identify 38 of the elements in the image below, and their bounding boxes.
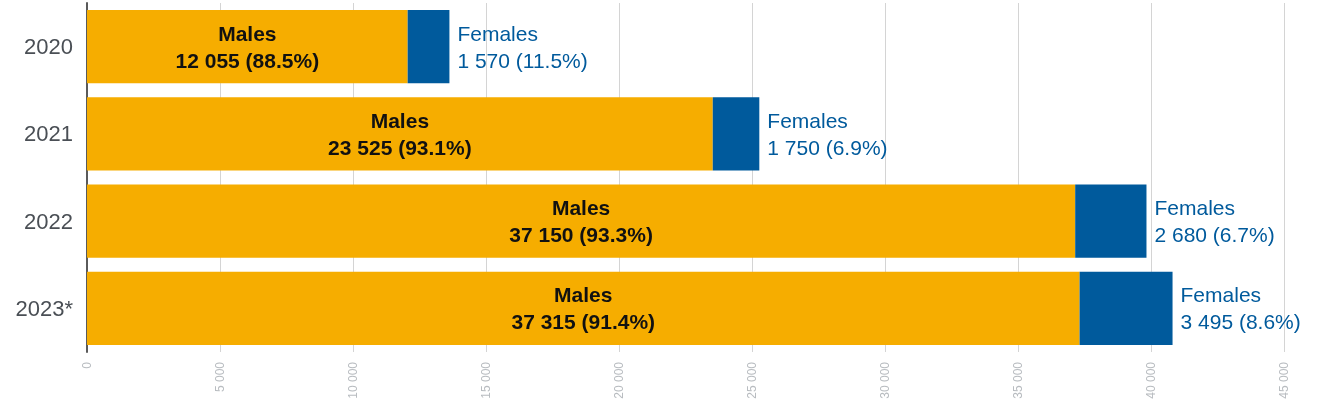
x-tick-label: 20 000 [612,361,626,399]
bar [87,184,1076,258]
bar [87,9,408,84]
text: Females [767,108,848,132]
x-tick-label: 40 000 [1144,361,1158,399]
text: Females [1154,196,1236,220]
x-tick-label: 10 000 [346,361,360,399]
bar [87,271,1080,346]
y-tick-label: 2022 [24,208,73,234]
data-label: 37 150 (93.3%) [509,223,653,247]
bar [407,9,450,84]
data-label: 1 750 (6.9%) [767,135,888,159]
data-label: 1 570 (11.5%) [457,48,588,72]
x-tick-label: 35 000 [1011,361,1025,399]
x-tick-label: 30 000 [878,361,892,399]
series-label: Females [457,21,538,45]
y-tick-label: 2021 [24,121,73,147]
data-label: 23 525 (93.1%) [328,135,472,159]
x-tick-label: 15 000 [479,361,493,399]
bar [87,97,713,171]
x-tick-label: 25 000 [745,361,759,399]
x-tick-label: 5 000 [213,361,227,393]
data-label: 2 680 (6.7%) [1154,223,1275,247]
series-label: Males [554,283,613,307]
bar [1075,184,1147,258]
y-tick-label: 2020 [24,34,73,60]
data-label: 37 315 (91.4%) [511,310,656,334]
data-label: 3 495 (8.6%) [1180,310,1301,334]
y-tick-label: 2023* [15,295,74,321]
bar [1079,271,1173,346]
x-tick-label: 45 000 [1277,361,1291,399]
data-label: 12 055 (88.5%) [175,48,320,72]
text: Males [551,196,611,220]
text: Males [218,21,277,45]
text: Males [370,108,430,132]
bar [712,97,760,171]
text: Females [1180,283,1262,307]
x-tick-label: 0 [80,361,94,369]
